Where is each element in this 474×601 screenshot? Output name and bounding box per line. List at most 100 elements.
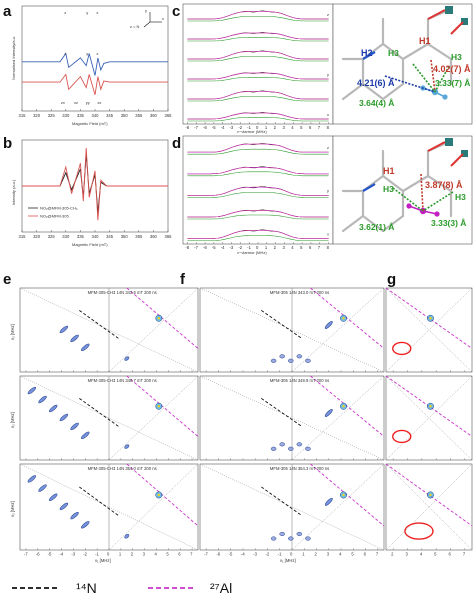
oxygen-bond <box>450 21 464 35</box>
x-tick-label: 4 <box>420 552 423 557</box>
spectrum-line <box>187 235 329 241</box>
structure-annotation: H3 <box>383 184 394 194</box>
x-tick-label: 7 <box>318 245 321 250</box>
x-tick-label: -7 <box>24 552 28 557</box>
x-tick-label: -5 <box>48 552 52 557</box>
hyscore-peak-core <box>429 317 432 320</box>
al27-line <box>310 463 385 527</box>
x-tick-label: 5 <box>166 552 169 557</box>
hyscore-ridge <box>81 431 90 440</box>
x-tick-label: 1 <box>119 552 122 557</box>
structure-annotation: 3.33(3) Å <box>431 218 466 228</box>
spectrum-line <box>187 192 329 198</box>
x-tick-label: 6 <box>449 552 452 557</box>
hyscore-ridge <box>305 536 311 541</box>
hyscore-ridge <box>27 475 37 483</box>
hyscore-ridge <box>270 358 277 363</box>
trace-label: z <box>327 12 329 17</box>
x-tick-label: 4 <box>339 552 342 557</box>
n14-line <box>261 310 303 339</box>
series-line-1 <box>22 147 168 221</box>
spectrum-line <box>187 117 329 122</box>
spectrum-line <box>187 72 329 80</box>
panel-b-traces <box>22 147 168 221</box>
x-tick-label: -3 <box>253 552 257 557</box>
hyscore-ridge <box>70 422 79 431</box>
hyscore-ridge <box>288 536 294 541</box>
x-tick-label: 0 <box>256 245 259 250</box>
x-tick-label: -3 <box>230 245 234 250</box>
structure-annotation: 4.21(6) Å <box>357 78 395 88</box>
x-tick-label: 355 <box>135 113 143 118</box>
x-tick-label: 3 <box>143 552 146 557</box>
contact-dash <box>412 63 436 93</box>
x-tick-label: -6 <box>36 552 40 557</box>
x-tick-label: -3 <box>230 125 234 130</box>
no2-bond <box>434 91 446 98</box>
spectrum-line <box>187 32 329 40</box>
spectrum-line <box>187 112 329 120</box>
red-trace-label: z <box>64 51 66 56</box>
panel-c: c -8 -7 -6 -5 -4 -3 -2 -1 0 1 2 3 4 5 6 7 8 ν−νlarmor (M… <box>172 3 473 134</box>
x-tick-label: 6 <box>364 552 367 557</box>
legend-label-305: NO₂@MFM-305 <box>40 214 70 219</box>
contact-dash <box>392 187 424 212</box>
contact-dash <box>384 75 436 93</box>
spectrum-line <box>187 171 329 177</box>
x-tick-label: -2 <box>238 125 242 130</box>
x-tick-label: -6 <box>203 245 207 250</box>
hyscore-ridge <box>296 442 303 447</box>
panel-a-ylabel: Normalised Intensity/a.u. <box>11 36 16 80</box>
x-tick-label: 340 <box>92 113 100 118</box>
panel-label-c: c <box>172 3 180 20</box>
panel-c-spectra-frame <box>182 3 334 125</box>
panel-c-spectra <box>187 10 329 122</box>
x-tick-label: -4 <box>60 552 64 557</box>
structure-annotation: H3 <box>455 192 466 202</box>
x-tick-label: 7 <box>190 552 193 557</box>
hyscore-ridge <box>124 444 130 449</box>
spectrum-line <box>187 51 329 60</box>
x-tick-label: 365 <box>165 234 173 239</box>
structure-annotation: 3.64(4) Å <box>359 98 394 108</box>
structure-annotation: H1 <box>419 36 431 46</box>
structure-annotation: H1 <box>383 166 395 176</box>
axes-icon-x: x <box>162 16 164 21</box>
diagonal <box>385 463 473 551</box>
no2-bond <box>422 210 438 215</box>
hyscore-ylabel: ν₂ [MHz] <box>10 412 15 428</box>
spectrum-line <box>187 143 329 153</box>
panel-c-structure: H1 H2 H3 H3 4.02(7) Å 4.21(6) Å 3.33(7) Å 3.64(… <box>341 6 471 108</box>
panel-a-frame <box>21 5 169 112</box>
hyscore-ridge <box>279 531 285 536</box>
hyscore-title: MFM-305-CH3 14N 354.0 mT 200 ns <box>88 466 157 471</box>
x-tick-label: -4 <box>241 552 245 557</box>
x-tick-label: -5 <box>212 125 216 130</box>
panel-c-xlabel: ν−νlarmor (MHz) <box>237 129 267 134</box>
hyscore-ridge <box>70 334 79 343</box>
x-tick-label: 320 <box>33 113 41 118</box>
panel-a-traces <box>22 52 168 95</box>
hyscore-ridge <box>81 343 90 352</box>
panel-label-f: f <box>180 271 186 288</box>
x-tick-label: 3 <box>406 552 409 557</box>
x-tick-label: 360 <box>150 234 158 239</box>
panel-d-trace-labels: z y x <box>327 145 329 236</box>
x-tick-label: 350 <box>121 113 129 118</box>
hyscore-ridge <box>270 446 277 451</box>
x-tick-label: -2 <box>83 552 87 557</box>
panel-label-g: g <box>387 271 396 288</box>
hyscore-ridge <box>27 386 37 395</box>
trace-label: y <box>327 72 329 77</box>
x-tick-label: 355 <box>135 234 143 239</box>
x-tick-label: 320 <box>33 234 41 239</box>
hyscore-ridge <box>124 356 130 361</box>
x-tick-label: 2 <box>274 245 277 250</box>
al27-line <box>310 287 385 349</box>
x-tick-label: 2 <box>131 552 134 557</box>
hyscore-plot: MFM-305 14N 354.3 mT 200 ns -7 -6 -5 -4 -3 -2 -… <box>199 463 385 557</box>
hyscore-title: MFM-305 14N 343.0 mT 200 ns <box>270 290 329 295</box>
x-tick-label: 7 <box>376 552 379 557</box>
hyscore-title: MFM-305-CH3 14N 342.6 mT 200 ns <box>88 290 157 295</box>
